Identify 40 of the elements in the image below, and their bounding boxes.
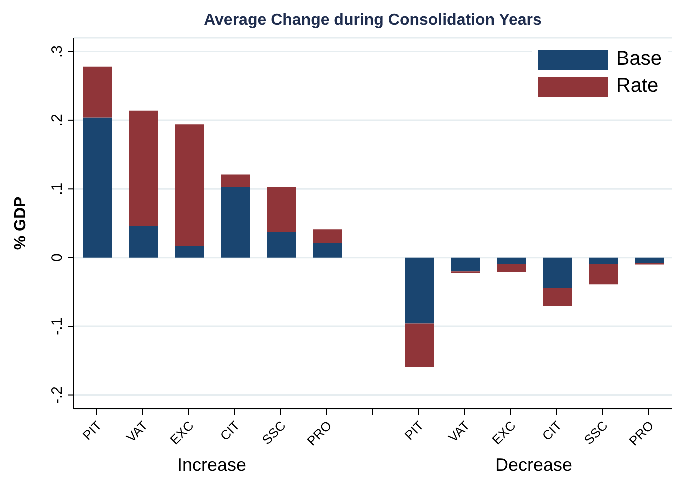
text: Decrease [494,455,574,476]
bar [543,288,572,306]
bar [267,232,296,258]
bar [405,258,434,324]
bar [83,118,112,258]
bar [497,264,526,272]
y-tick-label: .3 [49,45,66,58]
x-tick-label: VAT [124,418,151,446]
chart-title: Average Change during Consolidation Years [203,12,543,30]
y-tick-label: 0 [49,254,66,262]
legend-label: Base [616,48,662,71]
bar [589,264,618,285]
x-tick-label: VAT [446,418,473,446]
x-tick-label: PIT [402,418,427,444]
bar [267,187,296,232]
text: Increase [176,455,248,476]
legend-label: Rate [616,75,659,98]
bar [83,66,112,118]
bar [129,226,158,258]
x-tick-label: CIT [217,418,243,444]
y-tick-label: .1 [49,182,66,196]
y-axis-title: % GDP [12,196,30,250]
bar [405,324,434,368]
bar [451,258,480,272]
bar [313,243,342,258]
bar [497,258,526,264]
x-tick-label: CIT [539,418,565,444]
bar [175,246,204,258]
bar [175,124,204,246]
bar [221,174,250,188]
y-tick-label: .2 [49,114,66,127]
bar [221,187,250,258]
bar [635,258,664,264]
y-tick-label: -.2 [49,386,66,404]
bar [543,258,572,288]
y-tick-label: -.1 [49,318,66,336]
x-tick-label: PIT [80,418,105,444]
bar [129,110,158,226]
bar [589,258,618,264]
bar [313,230,342,244]
